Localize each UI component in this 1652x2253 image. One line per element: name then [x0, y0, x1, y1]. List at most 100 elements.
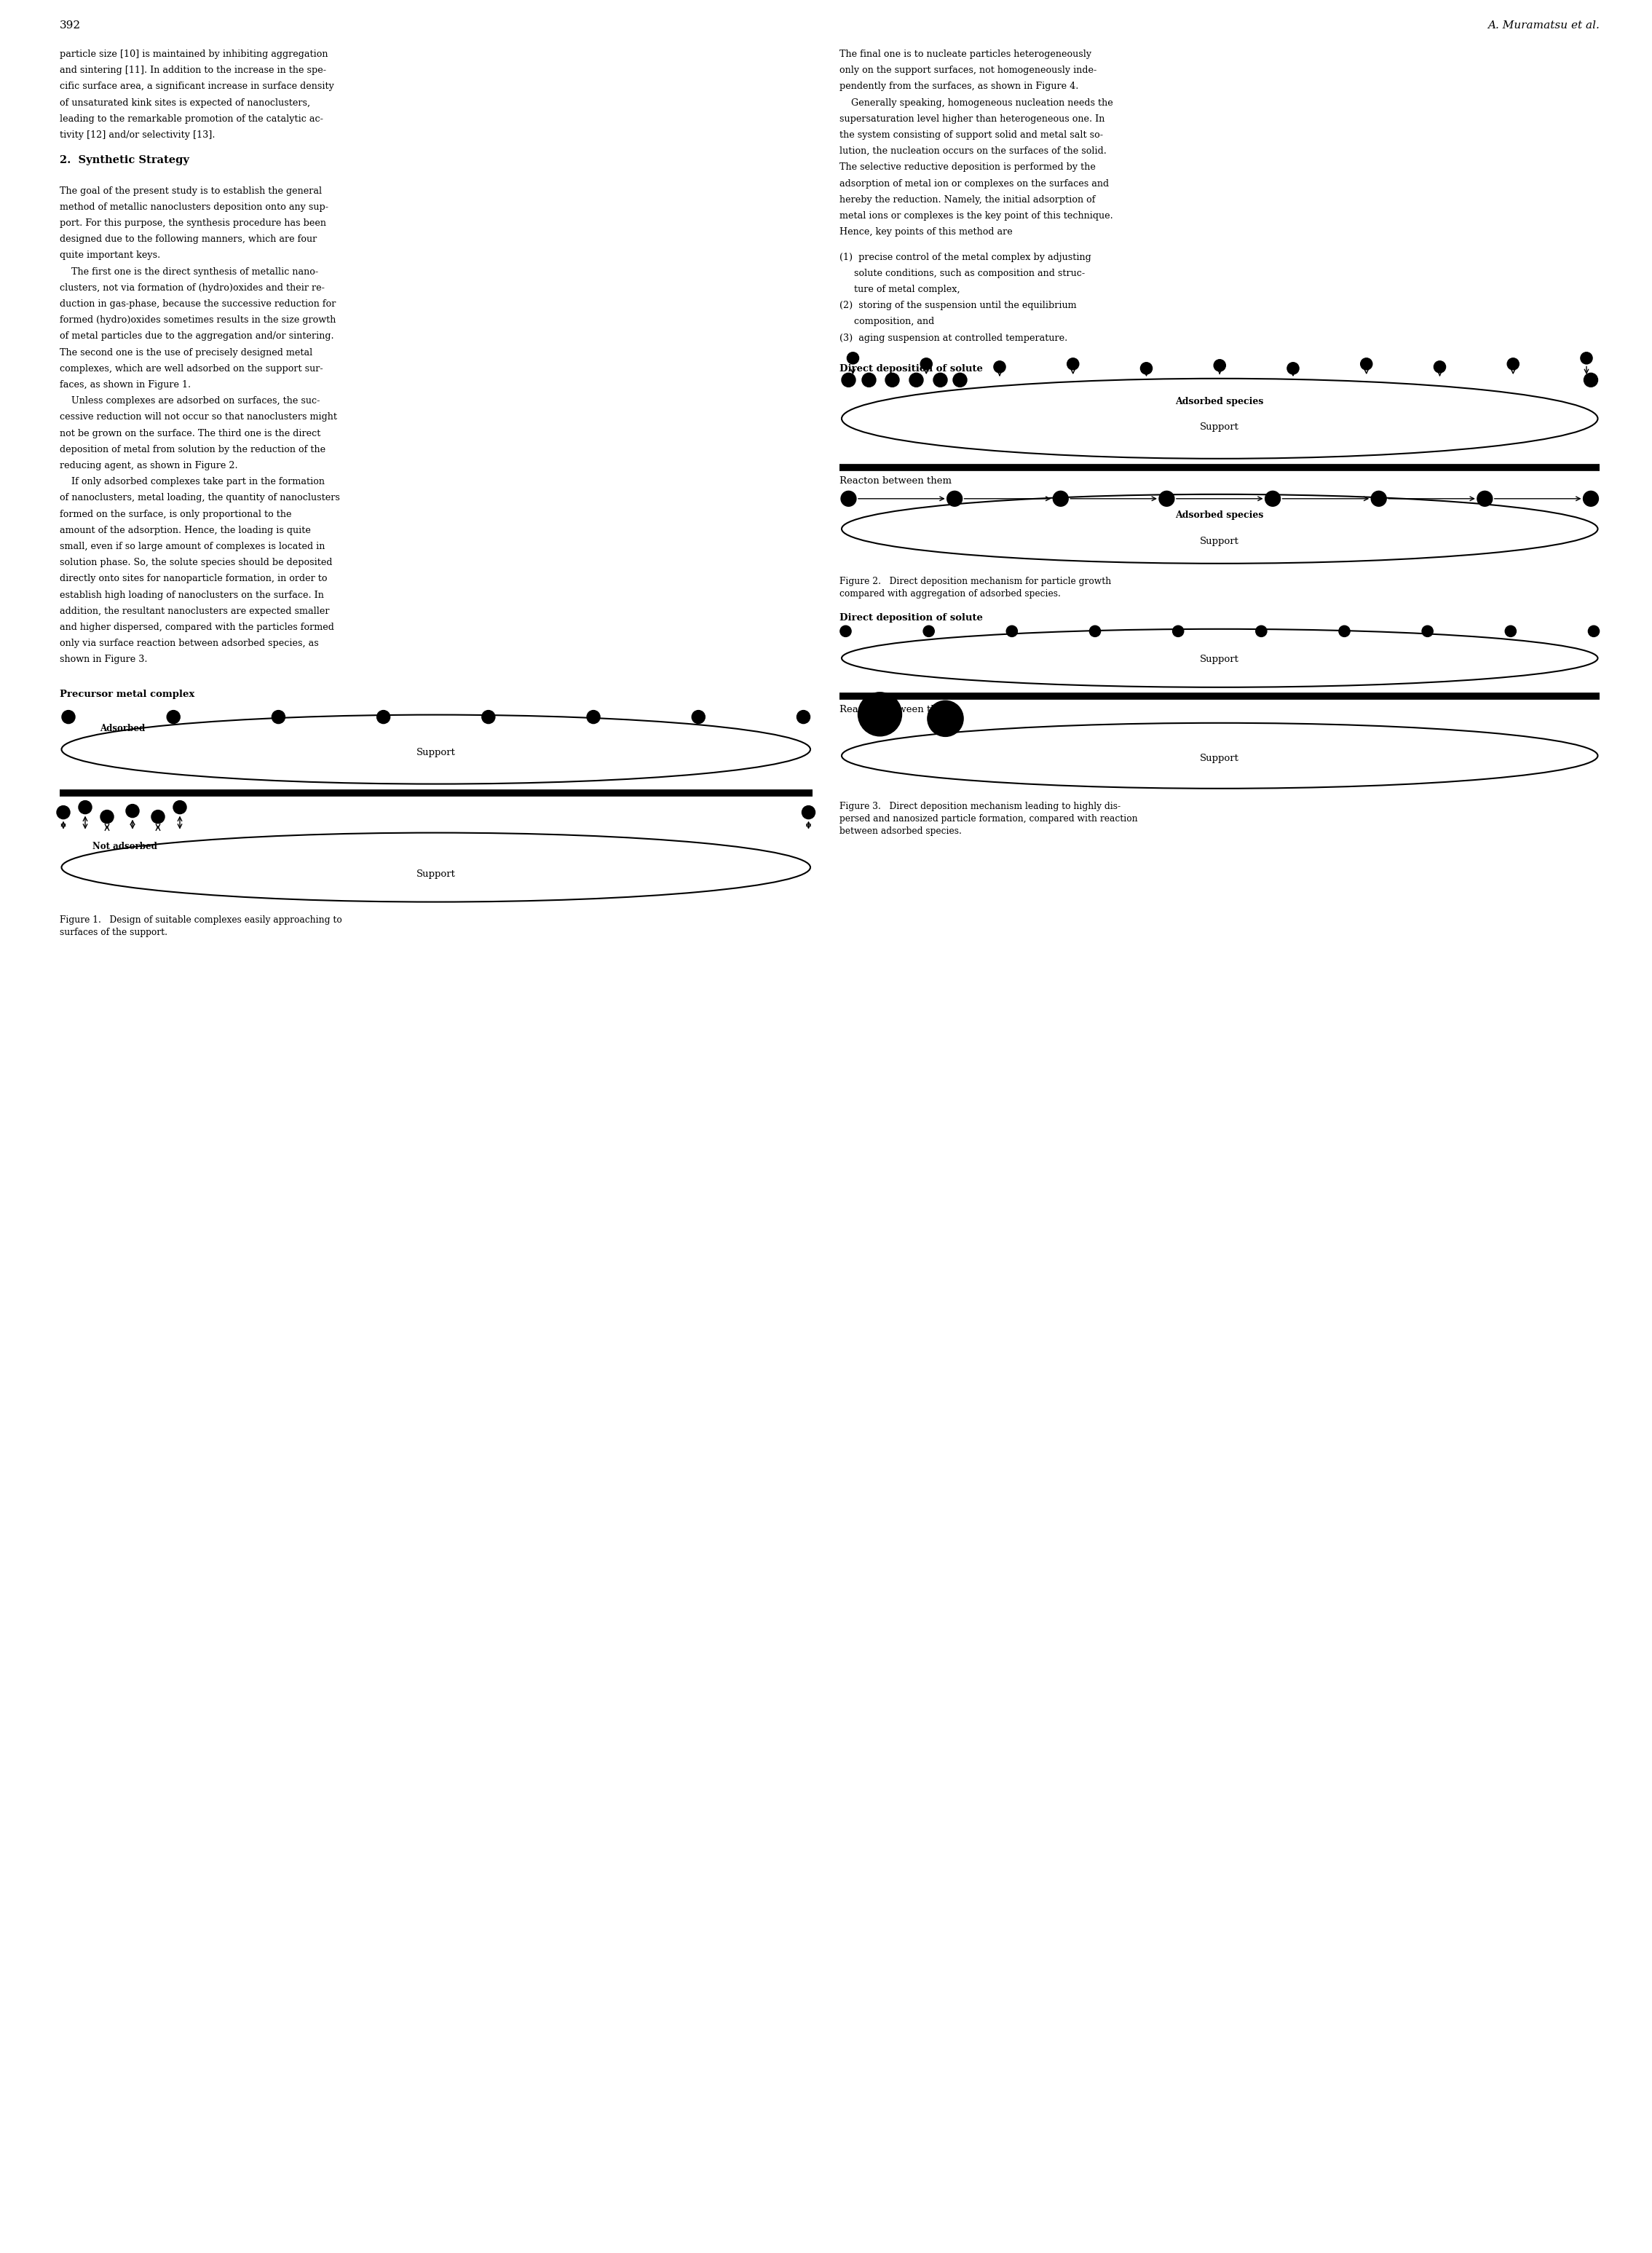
Circle shape: [79, 800, 93, 813]
Text: Figure 3.   Direct deposition mechanism leading to highly dis-
persed and nanosi: Figure 3. Direct deposition mechanism le…: [839, 802, 1138, 836]
Text: cific surface area, a significant increase in surface density: cific surface area, a significant increa…: [59, 81, 334, 92]
Text: solute conditions, such as composition and struc-: solute conditions, such as composition a…: [839, 268, 1085, 277]
Text: Support: Support: [1199, 753, 1239, 764]
Text: of nanoclusters, metal loading, the quantity of nanoclusters: of nanoclusters, metal loading, the quan…: [59, 493, 340, 502]
Text: clusters, not via formation of (hydro)oxides and their re-: clusters, not via formation of (hydro)ox…: [59, 284, 325, 293]
Circle shape: [1434, 360, 1446, 372]
Circle shape: [1256, 626, 1267, 638]
Circle shape: [1583, 491, 1599, 507]
Circle shape: [1089, 626, 1100, 638]
Circle shape: [377, 710, 390, 723]
Circle shape: [1581, 351, 1593, 365]
Circle shape: [1361, 358, 1373, 369]
Circle shape: [1422, 626, 1432, 638]
Ellipse shape: [841, 723, 1597, 789]
Circle shape: [1160, 491, 1175, 507]
Circle shape: [885, 374, 899, 388]
Circle shape: [1588, 626, 1599, 638]
Text: formed on the surface, is only proportional to the: formed on the surface, is only proportio…: [59, 509, 292, 518]
Text: directly onto sites for nanoparticle formation, in order to: directly onto sites for nanoparticle for…: [59, 575, 327, 584]
Circle shape: [920, 358, 932, 369]
Circle shape: [847, 351, 859, 365]
Circle shape: [857, 692, 902, 737]
Text: of unsaturated kink sites is expected of nanoclusters,: of unsaturated kink sites is expected of…: [59, 99, 311, 108]
Circle shape: [1584, 374, 1597, 388]
Text: (1)  precise control of the metal complex by adjusting: (1) precise control of the metal complex…: [839, 252, 1092, 261]
Circle shape: [801, 807, 814, 818]
Circle shape: [1287, 363, 1298, 374]
Text: deposition of metal from solution by the reduction of the: deposition of metal from solution by the…: [59, 444, 325, 455]
Text: Support: Support: [416, 748, 456, 757]
Text: port. For this purpose, the synthesis procedure has been: port. For this purpose, the synthesis pr…: [59, 219, 325, 228]
Text: composition, and: composition, and: [839, 318, 935, 327]
Ellipse shape: [841, 379, 1597, 460]
Text: The final one is to nucleate particles heterogeneously: The final one is to nucleate particles h…: [839, 50, 1092, 59]
Text: The second one is the use of precisely designed metal: The second one is the use of precisely d…: [59, 347, 312, 358]
Text: 2.  Synthetic Strategy: 2. Synthetic Strategy: [59, 155, 190, 167]
Circle shape: [933, 374, 947, 388]
Circle shape: [482, 710, 496, 723]
Text: Support: Support: [1199, 536, 1239, 545]
Text: Reacton between them: Reacton between them: [839, 475, 952, 487]
Text: solution phase. So, the solute species should be deposited: solution phase. So, the solute species s…: [59, 559, 332, 568]
Text: not be grown on the surface. The third one is the direct: not be grown on the surface. The third o…: [59, 428, 320, 437]
Text: pendently from the surfaces, as shown in Figure 4.: pendently from the surfaces, as shown in…: [839, 81, 1079, 92]
Text: supersaturation level higher than heterogeneous one. In: supersaturation level higher than hetero…: [839, 115, 1105, 124]
Text: lution, the nucleation occurs on the surfaces of the solid.: lution, the nucleation occurs on the sur…: [839, 146, 1107, 155]
Text: The first one is the direct synthesis of metallic nano-: The first one is the direct synthesis of…: [59, 266, 319, 277]
Circle shape: [1371, 491, 1386, 507]
Text: and higher dispersed, compared with the particles formed: and higher dispersed, compared with the …: [59, 622, 334, 633]
Ellipse shape: [61, 834, 811, 901]
Text: designed due to the following manners, which are four: designed due to the following manners, w…: [59, 234, 317, 243]
Ellipse shape: [841, 629, 1597, 687]
Circle shape: [101, 811, 114, 822]
Text: formed (hydro)oxides sometimes results in the size growth: formed (hydro)oxides sometimes results i…: [59, 315, 335, 324]
Text: small, even if so large amount of complexes is located in: small, even if so large amount of comple…: [59, 541, 325, 552]
Text: quite important keys.: quite important keys.: [59, 250, 160, 261]
Circle shape: [167, 710, 180, 723]
Ellipse shape: [61, 714, 811, 784]
Circle shape: [927, 701, 963, 737]
Text: The goal of the present study is to establish the general: The goal of the present study is to esta…: [59, 187, 322, 196]
Text: only on the support surfaces, not homogeneously inde-: only on the support surfaces, not homoge…: [839, 65, 1097, 74]
Text: duction in gas-phase, because the successive reduction for: duction in gas-phase, because the succes…: [59, 300, 335, 309]
Text: Hence, key points of this method are: Hence, key points of this method are: [839, 228, 1013, 237]
Text: (2)  storing of the suspension until the equilibrium: (2) storing of the suspension until the …: [839, 302, 1077, 311]
Text: adsorption of metal ion or complexes on the surfaces and: adsorption of metal ion or complexes on …: [839, 178, 1108, 189]
Circle shape: [1505, 626, 1517, 638]
Circle shape: [1338, 626, 1350, 638]
Text: the system consisting of support solid and metal salt so-: the system consisting of support solid a…: [839, 131, 1104, 140]
Text: Generally speaking, homogeneous nucleation needs the: Generally speaking, homogeneous nucleati…: [839, 99, 1113, 108]
Circle shape: [909, 374, 923, 388]
Text: Precursor metal complex: Precursor metal complex: [59, 689, 195, 698]
Text: metal ions or complexes is the key point of this technique.: metal ions or complexes is the key point…: [839, 212, 1113, 221]
Text: only via surface reaction between adsorbed species, as: only via surface reaction between adsorb…: [59, 640, 319, 649]
Text: Direct deposition of solute: Direct deposition of solute: [839, 613, 983, 622]
Circle shape: [273, 710, 286, 723]
Circle shape: [995, 360, 1006, 372]
Text: If only adsorbed complexes take part in the formation: If only adsorbed complexes take part in …: [59, 478, 325, 487]
Text: and sintering [11]. In addition to the increase in the spe-: and sintering [11]. In addition to the i…: [59, 65, 325, 74]
Text: particle size [10] is maintained by inhibiting aggregation: particle size [10] is maintained by inhi…: [59, 50, 329, 59]
Circle shape: [1173, 626, 1184, 638]
Text: Support: Support: [416, 870, 456, 879]
Text: ture of metal complex,: ture of metal complex,: [839, 284, 960, 295]
Circle shape: [61, 710, 74, 723]
Text: of metal particles due to the aggregation and/or sintering.: of metal particles due to the aggregatio…: [59, 331, 334, 340]
Circle shape: [841, 491, 856, 507]
Text: Direct deposition of solute: Direct deposition of solute: [839, 365, 983, 374]
Text: (3)  aging suspension at controlled temperature.: (3) aging suspension at controlled tempe…: [839, 333, 1067, 342]
Text: cessive reduction will not occur so that nanoclusters might: cessive reduction will not occur so that…: [59, 412, 337, 421]
Circle shape: [126, 804, 139, 818]
Circle shape: [953, 374, 966, 388]
Circle shape: [173, 800, 187, 813]
Text: reducing agent, as shown in Figure 2.: reducing agent, as shown in Figure 2.: [59, 462, 238, 471]
Circle shape: [1214, 360, 1226, 372]
Circle shape: [947, 491, 961, 507]
Circle shape: [796, 710, 809, 723]
Text: Adsorbed species: Adsorbed species: [1176, 511, 1264, 520]
Circle shape: [862, 374, 876, 388]
Text: Adsorbed: Adsorbed: [99, 723, 145, 732]
Text: shown in Figure 3.: shown in Figure 3.: [59, 656, 147, 665]
Circle shape: [1006, 626, 1018, 638]
